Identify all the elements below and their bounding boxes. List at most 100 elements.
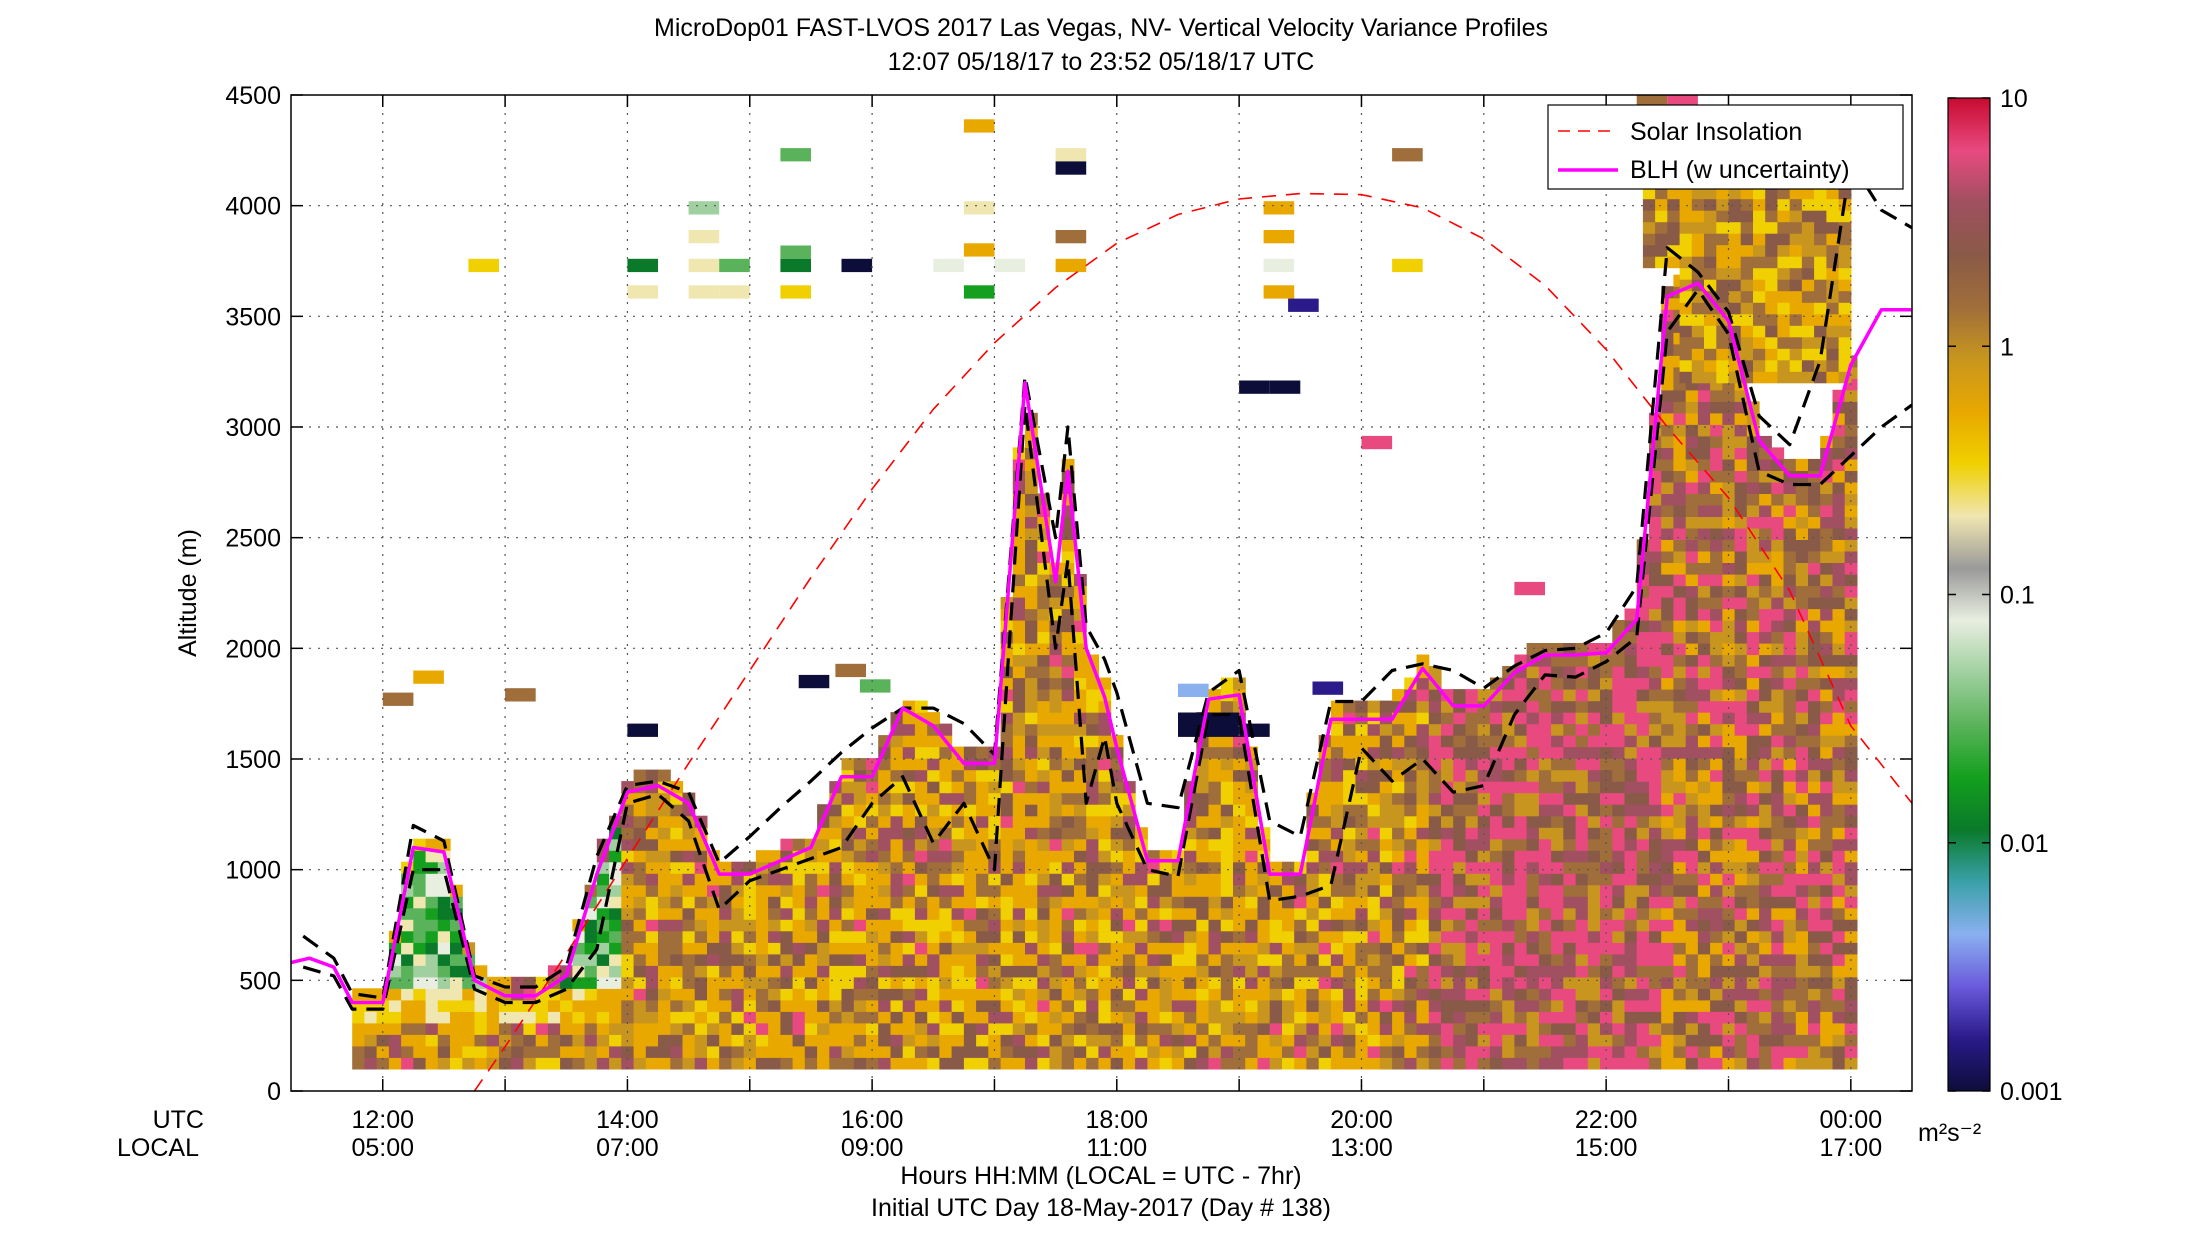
heatmap-cell xyxy=(1489,735,1503,748)
heatmap-cell xyxy=(1832,539,1846,552)
heatmap-cell xyxy=(1343,700,1356,713)
heatmap-cell xyxy=(866,988,879,1001)
heatmap-cell xyxy=(755,896,769,909)
heatmap-cell xyxy=(804,976,818,989)
heatmap-cell xyxy=(1098,919,1112,932)
heatmap-cell xyxy=(1025,746,1038,759)
heatmap-cell xyxy=(1636,965,1650,978)
heatmap-cell xyxy=(1771,666,1785,679)
heatmap-cell xyxy=(1074,792,1087,805)
heatmap-cell xyxy=(1795,1011,1809,1024)
heatmap-cell xyxy=(1685,942,1699,955)
heatmap-cell xyxy=(1783,769,1797,782)
heatmap-cell xyxy=(1361,435,1393,450)
heatmap-cell xyxy=(1722,550,1736,563)
heatmap-cell xyxy=(1416,907,1430,920)
heatmap-cell xyxy=(670,907,684,920)
heatmap-cell xyxy=(1801,210,1815,223)
heatmap-cell xyxy=(963,873,977,886)
heatmap-cell xyxy=(1392,815,1405,828)
heatmap-cell xyxy=(1691,244,1705,257)
heatmap-cell xyxy=(1159,919,1173,932)
heatmap-cell xyxy=(1642,210,1656,223)
heatmap-cell xyxy=(1783,953,1797,966)
heatmap-cell xyxy=(1808,597,1821,610)
heatmap-cell xyxy=(1771,953,1785,966)
heatmap-cell xyxy=(1685,493,1699,506)
heatmap-cell xyxy=(1025,758,1038,771)
heatmap-cell xyxy=(804,1057,818,1070)
plot-area xyxy=(290,94,1913,1092)
heatmap-cell xyxy=(1808,838,1821,851)
heatmap-cell xyxy=(1710,424,1723,437)
heatmap-cell xyxy=(670,827,684,840)
heatmap-cell xyxy=(707,907,720,920)
heatmap-cell xyxy=(1697,965,1711,978)
heatmap-cell xyxy=(1098,1057,1112,1070)
heatmap-cell xyxy=(1367,861,1381,874)
heatmap-cell xyxy=(1722,574,1736,587)
heatmap-cell xyxy=(1526,815,1540,828)
heatmap-cell xyxy=(1269,380,1301,394)
heatmap-cell xyxy=(1330,1057,1344,1070)
heatmap-cell xyxy=(1416,861,1430,874)
heatmap-cell xyxy=(1661,424,1674,437)
heatmap-cell xyxy=(914,838,928,851)
heatmap-cell xyxy=(1453,689,1466,702)
heatmap-cell xyxy=(1012,1011,1026,1024)
heatmap-cell xyxy=(890,965,904,978)
heatmap-cell xyxy=(731,1057,745,1070)
heatmap-cell xyxy=(401,1045,414,1058)
heatmap-cell xyxy=(1832,723,1846,736)
heatmap-cell xyxy=(1685,608,1699,621)
heatmap-cell xyxy=(1826,348,1840,361)
heatmap-cell xyxy=(1795,988,1809,1001)
heatmap-cell xyxy=(1563,689,1577,702)
chart-title: MicroDop01 FAST-LVOS 2017 Las Vegas, NV-… xyxy=(654,14,1548,42)
heatmap-cell xyxy=(1318,953,1332,966)
heatmap-cell xyxy=(1722,907,1736,920)
heatmap-cell xyxy=(1808,620,1821,633)
heatmap-cell xyxy=(841,781,855,794)
heatmap-cell xyxy=(1074,643,1087,656)
heatmap-cell xyxy=(1795,953,1809,966)
heatmap-cell xyxy=(1600,919,1613,932)
heatmap-cell xyxy=(878,999,891,1012)
heatmap-cell xyxy=(780,1045,794,1058)
heatmap-cell xyxy=(914,723,928,736)
heatmap-cell xyxy=(1808,608,1821,621)
heatmap-cell xyxy=(1061,930,1075,943)
heatmap-cell xyxy=(621,861,635,874)
heatmap-cell xyxy=(1661,585,1674,598)
heatmap-cell xyxy=(1233,988,1246,1001)
heatmap-cell xyxy=(963,907,977,920)
heatmap-cell xyxy=(523,1011,537,1024)
heatmap-cell xyxy=(1759,481,1772,494)
heatmap-cell xyxy=(829,804,843,817)
heatmap-cell xyxy=(1379,953,1393,966)
heatmap-cell xyxy=(1049,988,1063,1001)
heatmap-cell xyxy=(1074,1034,1087,1047)
heatmap-cell xyxy=(1049,896,1063,909)
heatmap-cell xyxy=(939,804,953,817)
heatmap-cell xyxy=(1477,758,1491,771)
heatmap-cell xyxy=(1343,873,1356,886)
heatmap-cell xyxy=(1208,1022,1222,1035)
heatmap-cell xyxy=(1820,965,1833,978)
heatmap-cell xyxy=(1783,804,1797,817)
heatmap-cell xyxy=(1343,1011,1356,1024)
heatmap-cell xyxy=(1526,873,1540,886)
heatmap-cell xyxy=(951,907,965,920)
heatmap-cell xyxy=(1679,244,1693,257)
heatmap-cell xyxy=(1746,988,1760,1001)
heatmap-cell xyxy=(1135,1034,1148,1047)
heatmap-cell xyxy=(1453,965,1466,978)
heatmap-cell xyxy=(1734,700,1748,713)
heatmap-cell xyxy=(633,850,647,863)
heatmap-cell xyxy=(1055,148,1087,162)
heatmap-cell xyxy=(1306,953,1320,966)
heatmap-cell xyxy=(1025,999,1038,1012)
heatmap-cell xyxy=(841,861,855,874)
heatmap-cell xyxy=(1428,988,1442,1001)
heatmap-cell xyxy=(1740,348,1754,361)
